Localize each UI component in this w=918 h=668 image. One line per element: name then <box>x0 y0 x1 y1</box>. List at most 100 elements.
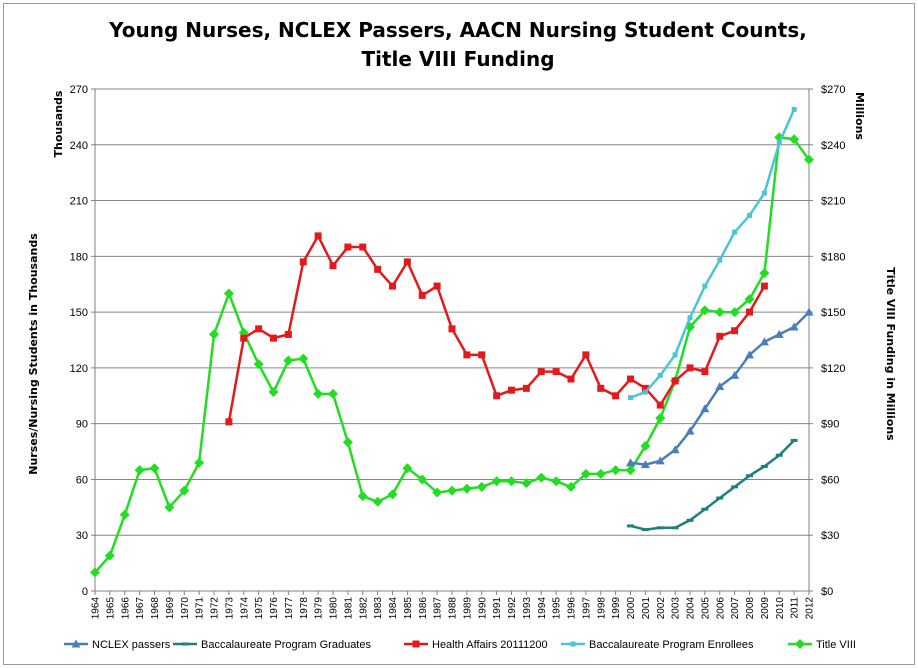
data-point <box>730 370 740 379</box>
data-point <box>536 472 547 483</box>
data-point <box>567 375 575 383</box>
data-point <box>804 154 814 165</box>
data-point <box>759 268 770 279</box>
right-axis-label: Title VIII Funding in Millions <box>884 267 897 441</box>
data-point <box>461 483 472 494</box>
legend-label: Baccalaureate Program Enrollees <box>589 639 754 651</box>
left-axis-unit: Thousands <box>52 90 65 157</box>
data-point <box>714 307 725 318</box>
data-point <box>448 325 456 333</box>
x-tick-label: 1969 <box>165 597 176 620</box>
x-tick-label: 2009 <box>760 597 771 620</box>
data-point <box>671 377 679 385</box>
data-point <box>699 305 710 316</box>
x-tick-label: 1997 <box>581 597 592 620</box>
left-tick-label: 210 <box>70 196 88 208</box>
data-point <box>597 384 605 392</box>
data-point <box>149 463 160 474</box>
x-tick-label: 1970 <box>180 597 191 620</box>
data-point <box>747 212 752 218</box>
x-tick-label: 1965 <box>105 597 116 620</box>
x-tick-label: 2000 <box>626 597 637 620</box>
x-tick-label: 1974 <box>239 597 250 620</box>
data-point <box>478 351 486 359</box>
data-point <box>270 334 277 342</box>
legend-item: Baccalaureate Program Graduates <box>173 639 371 651</box>
data-point <box>731 485 739 489</box>
x-tick-label: 2006 <box>715 597 726 620</box>
x-tick-label: 1978 <box>299 597 310 620</box>
x-tick-label: 1981 <box>343 597 354 620</box>
data-point <box>732 229 738 235</box>
left-tick-label: 30 <box>76 530 88 542</box>
data-point <box>552 368 560 376</box>
data-point <box>656 401 664 409</box>
legend-item: Health Affairs 20111200 <box>404 639 548 651</box>
data-point <box>686 518 694 522</box>
left-tick-label: 120 <box>70 363 88 375</box>
data-point <box>790 438 798 442</box>
data-point <box>774 329 784 338</box>
right-tick-label: $0 <box>821 586 833 598</box>
series-baccalaureate-program-graduates <box>627 438 798 532</box>
data-point <box>715 381 725 390</box>
data-point <box>746 474 753 478</box>
data-point <box>672 352 678 358</box>
data-point <box>284 330 292 338</box>
data-point <box>670 445 680 454</box>
data-point <box>119 509 130 520</box>
data-point <box>433 282 441 290</box>
left-tick-label: 240 <box>70 140 88 152</box>
left-tick-label: 150 <box>70 307 88 319</box>
left-tick-label: 180 <box>70 251 88 263</box>
x-tick-label: 1979 <box>314 597 325 620</box>
data-point <box>90 567 100 578</box>
data-point <box>731 327 739 335</box>
data-point <box>582 351 590 359</box>
data-point <box>789 322 799 331</box>
data-point <box>493 392 501 400</box>
right-tick-label: $30 <box>821 530 839 542</box>
data-point <box>671 526 679 530</box>
x-tick-label: 1967 <box>135 597 146 620</box>
x-tick-label: 2007 <box>730 597 741 620</box>
series-line <box>630 108 796 399</box>
data-point <box>223 288 234 299</box>
data-point <box>804 307 814 316</box>
data-point <box>642 389 648 395</box>
legend-label: Title VIII <box>816 639 856 651</box>
data-point <box>225 418 233 426</box>
data-point <box>283 355 294 366</box>
data-point <box>417 474 428 485</box>
data-point <box>685 426 695 435</box>
x-tick-label: 1995 <box>552 597 563 620</box>
legend-marker <box>570 641 576 647</box>
plot-area-border <box>94 88 810 592</box>
x-tick-label: 1987 <box>433 597 444 620</box>
data-point <box>357 491 368 502</box>
data-point <box>580 468 591 479</box>
x-tick-label: 1996 <box>567 597 578 620</box>
x-tick-label: 1983 <box>373 597 384 620</box>
data-point <box>372 496 383 507</box>
data-point <box>702 283 708 289</box>
data-point <box>463 351 471 359</box>
left-tick-label: 270 <box>70 84 88 96</box>
data-point <box>179 485 190 496</box>
legend-marker <box>795 639 805 649</box>
data-point <box>760 464 768 468</box>
series-layer <box>90 106 814 578</box>
right-tick-label: $120 <box>821 363 845 375</box>
chart-title-line-1: Young Nurses, NCLEX Passers, AACN Nursin… <box>108 18 807 42</box>
data-point <box>641 384 649 392</box>
x-tick-label: 2010 <box>775 597 786 620</box>
right-tick-label: $210 <box>821 196 845 208</box>
data-point <box>626 458 635 467</box>
data-point <box>627 524 634 528</box>
legend-label: Baccalaureate Program Graduates <box>201 639 371 651</box>
left-tick-label: 0 <box>82 586 88 598</box>
legend: NCLEX passers Baccalaureate Program Gradu… <box>64 639 856 651</box>
data-point <box>344 243 352 251</box>
data-point <box>209 329 219 340</box>
data-point <box>628 395 633 401</box>
